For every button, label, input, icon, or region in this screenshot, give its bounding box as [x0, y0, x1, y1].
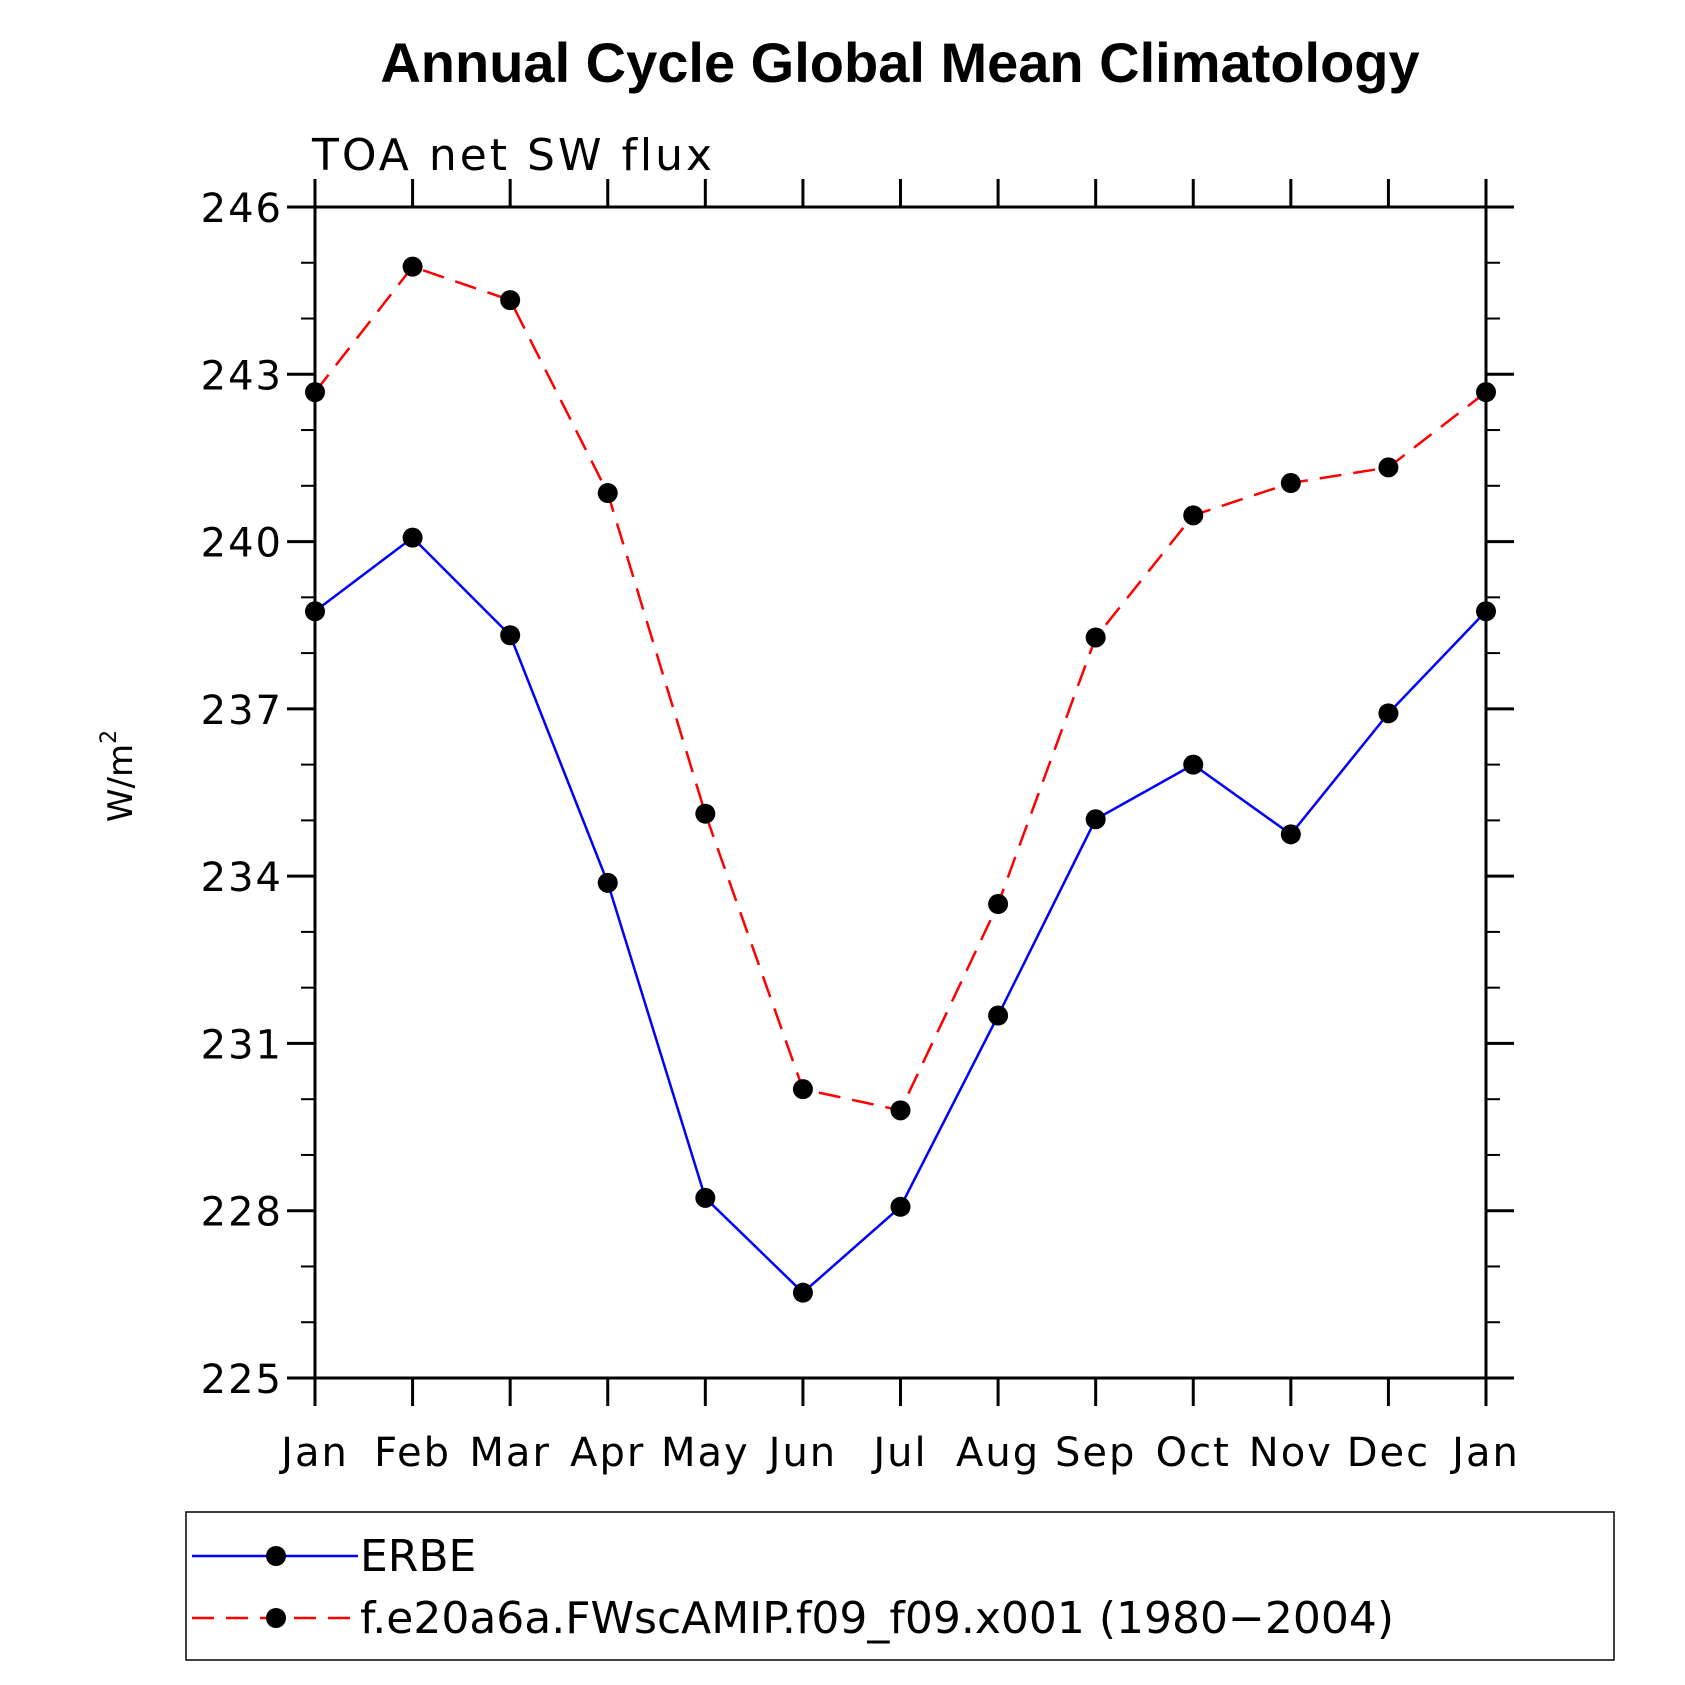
series-point: [1280, 473, 1301, 494]
y-tick-label: 225: [201, 1357, 283, 1403]
series-point: [1183, 754, 1204, 775]
series-point: [988, 1005, 1009, 1026]
series-point: [1085, 809, 1106, 830]
chart-subtitle: TOA net SW flux: [311, 130, 715, 181]
y-tick-label: 228: [201, 1190, 283, 1236]
y-tick-label: 237: [201, 688, 283, 734]
series-point: [305, 382, 325, 403]
series-point: [792, 1282, 813, 1303]
series-point: [695, 803, 716, 824]
series-point: [890, 1196, 911, 1217]
y-tick-label: 246: [201, 186, 283, 232]
x-tick-label: Jul: [870, 1430, 927, 1476]
series-line: [314, 536, 1487, 1295]
x-tick-label: Dec: [1347, 1430, 1430, 1476]
series-layer: [305, 256, 1496, 1303]
series-point: [890, 1100, 911, 1121]
x-tick-label: Sep: [1055, 1430, 1136, 1476]
y-axis-label-main: W/m: [101, 744, 141, 822]
legend-box: [185, 1511, 1615, 1661]
series-point: [1378, 703, 1399, 724]
y-tick-label: 240: [201, 521, 283, 567]
x-tick-label: Nov: [1249, 1430, 1333, 1476]
series-point: [1378, 457, 1399, 478]
plot-axes: Jan Feb Mar Apr May Jun Jul Aug Sep Oct Nov Dec Jan 2…: [201, 179, 1520, 1476]
series-point: [1280, 824, 1301, 845]
legend-marker: [266, 1608, 286, 1628]
y-tick-label: 234: [201, 855, 283, 901]
x-tick-label: May: [661, 1430, 750, 1476]
x-tick-label: Oct: [1156, 1430, 1231, 1476]
x-tick-label: Aug: [956, 1430, 1040, 1476]
x-tick-label: Apr: [570, 1430, 645, 1476]
series-point: [1476, 382, 1496, 403]
series-point: [1085, 627, 1106, 648]
legend-marker: [266, 1546, 286, 1566]
series-point: [305, 601, 325, 622]
series-point: [402, 256, 423, 277]
series-line: [314, 265, 1487, 1112]
x-tick-label: Jun: [766, 1430, 838, 1476]
y-tick-label: 243: [201, 353, 283, 399]
series-point: [500, 625, 521, 646]
x-tick-label: Jan: [1449, 1430, 1520, 1476]
y-tick-label: 231: [201, 1022, 283, 1068]
legend-label: ERBE: [360, 1531, 476, 1582]
series-point: [597, 872, 618, 893]
series-point: [500, 290, 521, 311]
x-tick-label: Jan: [278, 1430, 349, 1476]
x-tick-label: Mar: [469, 1430, 550, 1476]
series-point: [792, 1079, 813, 1100]
series-point: [597, 483, 618, 504]
chart-title: Annual Cycle Global Mean Climatology: [380, 31, 1419, 94]
series-point: [988, 894, 1009, 915]
legend-label: f.e20a6a.FWscAMIP.f09_f09.x001 (1980−200…: [360, 1593, 1394, 1644]
y-axis-label: W/m2: [97, 730, 141, 822]
series-point: [1183, 505, 1204, 526]
series-point: [695, 1187, 716, 1208]
series-point: [1476, 601, 1496, 622]
y-axis-label-superscript: 2: [97, 730, 122, 744]
series-point: [402, 527, 423, 548]
x-tick-label: Feb: [374, 1430, 451, 1476]
legend: ERBE f.e20a6a.FWscAMIP.f09_f09.x001 (1980…: [192, 1531, 1394, 1644]
